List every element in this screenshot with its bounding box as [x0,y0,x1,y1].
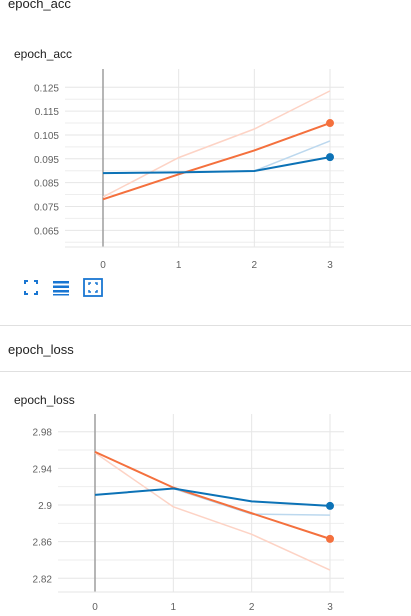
loss-series-1-end-point [326,501,334,510]
data-table-button[interactable] [50,278,72,298]
loss-series-1-line [94,487,331,507]
acc-xtick-label: 3 [327,260,333,271]
loss-xtick-label: 3 [327,602,333,613]
acc-ytick-label: 0.115 [35,107,60,118]
acc-xtick-label: 0 [100,260,106,271]
epoch-acc-chart: 0.125 0.115 0.105 0.095 0.085 0.075 0.065 0 1 2 3 [34,69,344,271]
fullscreen-button[interactable] [20,278,42,298]
acc-ytick-label: 0.075 [34,202,59,213]
loss-series-0-end-point [326,534,334,543]
acc-ytick-label: 0.065 [34,226,59,237]
fit-domain-icon [83,278,103,297]
section-header-divider [0,371,411,372]
acc-series-0-line [102,122,331,201]
loss-ytick-label: 2.82 [33,574,53,585]
loss-xtick-label: 0 [92,602,98,613]
loss-series-0-raw-line [94,452,331,571]
fullscreen-icon [24,280,38,295]
loss-ytick-label: 2.94 [33,464,53,475]
acc-series-0-end-point [326,119,334,128]
loss-series-0-line [94,450,331,540]
data-table-icon [53,281,69,296]
epoch-loss-chart: 2.98 2.94 2.9 2.86 2.82 0 1 2 3 [33,414,344,613]
chart-title-loss: epoch_loss [14,393,75,407]
section-title-loss[interactable]: epoch_loss [8,342,74,357]
acc-series-1-raw-line [102,140,331,174]
loss-ytick-label: 2.98 [33,428,53,439]
acc-series-1-line [102,156,331,175]
section-title-acc[interactable]: epoch_acc [8,0,71,11]
acc-xtick-label: 2 [252,260,258,271]
fit-domain-button[interactable] [82,277,104,297]
loss-ytick-label: 2.86 [33,538,53,549]
acc-ytick-label: 0.125 [34,83,59,94]
acc-ytick-label: 0.085 [34,179,59,190]
chart-title-acc: epoch_acc [14,47,73,61]
acc-series-1-end-point [326,153,334,162]
loss-xtick-label: 2 [249,602,255,613]
acc-xtick-label: 1 [176,260,182,271]
acc-ytick-label: 0.105 [34,131,59,142]
acc-ytick-label: 0.095 [34,155,59,166]
section-divider [0,325,411,326]
acc-series-0-raw-line [102,90,331,198]
loss-ytick-label: 2.9 [38,501,52,512]
loss-xtick-label: 1 [171,602,177,613]
